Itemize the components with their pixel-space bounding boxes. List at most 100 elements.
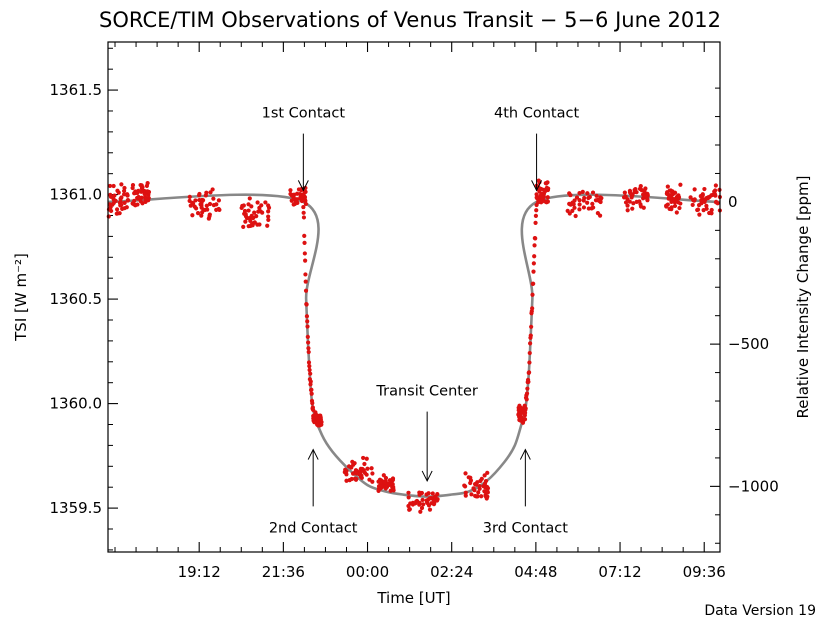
observation-point (266, 209, 271, 214)
observation-point (542, 199, 547, 204)
observation-point (369, 466, 374, 471)
observation-point (319, 422, 324, 427)
observation-point (352, 476, 358, 481)
y-tick-label: 1360.0 (50, 395, 103, 413)
second-contact-arrow-head (307, 448, 319, 460)
observation-point (670, 192, 676, 197)
observation-point (665, 184, 670, 189)
observation-point (379, 483, 384, 488)
observation-point (545, 199, 550, 204)
observation-point (545, 195, 550, 200)
observation-point (118, 203, 123, 208)
observation-point (243, 219, 248, 224)
observation-point (418, 509, 423, 514)
observation-point (207, 201, 213, 207)
observation-point (301, 210, 306, 215)
observation-point (266, 203, 271, 208)
observation-point (303, 272, 308, 277)
observation-point (417, 500, 422, 505)
observation-point (577, 190, 582, 196)
plot-frame (107, 41, 721, 553)
observation-point (309, 387, 314, 392)
observation-point (146, 198, 151, 203)
observation-point (692, 197, 697, 202)
observation-point (248, 218, 253, 224)
observation-point (250, 223, 255, 228)
observation-point (690, 202, 695, 208)
observation-point (532, 254, 537, 259)
observation-point (524, 391, 530, 396)
observation-point (361, 455, 366, 461)
observation-point (293, 200, 299, 205)
observation-point (485, 484, 490, 490)
observation-point (534, 192, 539, 197)
observation-point (485, 488, 490, 493)
observation-point (122, 200, 127, 205)
observation-point (530, 292, 535, 297)
observation-point (477, 484, 482, 489)
observation-point (252, 210, 257, 215)
observation-point (707, 210, 712, 216)
observation-point (645, 197, 650, 202)
observation-point (190, 213, 195, 218)
observation-point (484, 496, 489, 501)
observation-point (570, 208, 575, 213)
observation-point (668, 188, 673, 193)
observation-point (419, 505, 425, 511)
observation-point (573, 213, 578, 219)
observation-point (536, 178, 541, 183)
observation-point (530, 306, 535, 311)
observation-point (528, 341, 533, 346)
observation-point (309, 391, 314, 396)
observation-point (259, 203, 264, 208)
observation-point (527, 360, 532, 365)
observation-point (702, 186, 707, 192)
x-tick-label: 19:12 (178, 563, 221, 581)
observation-point (676, 195, 682, 200)
y2-tick-label: −1000 (728, 477, 779, 495)
observation-point (301, 215, 307, 220)
observation-point (539, 192, 544, 197)
observation-point (288, 188, 293, 193)
y-tick-label: 1361.0 (50, 186, 103, 204)
first-contact-arrow-head (297, 180, 309, 192)
observation-point (413, 501, 418, 506)
observation-point (594, 193, 599, 198)
observation-point (672, 203, 678, 209)
observation-point (306, 349, 311, 355)
observation-point (713, 183, 718, 188)
observation-point (266, 217, 271, 223)
observation-point (367, 477, 372, 482)
observation-point (517, 403, 522, 408)
observation-point (577, 207, 582, 212)
observation-point (678, 182, 683, 187)
observation-point (483, 478, 489, 484)
observation-point (257, 222, 262, 227)
observation-point (255, 200, 260, 205)
observation-point (466, 475, 471, 480)
observation-point (302, 233, 307, 238)
observation-point (119, 195, 124, 200)
observation-point (354, 471, 359, 476)
observation-point (536, 200, 541, 205)
observation-point (473, 493, 478, 499)
observation-point (125, 193, 130, 198)
observation-point (358, 468, 364, 474)
observation-point (378, 480, 384, 485)
observation-point (407, 507, 412, 512)
observation-point (303, 288, 309, 293)
observation-point (544, 185, 549, 190)
observation-point (590, 201, 595, 206)
observation-point (260, 210, 265, 215)
observation-point (198, 202, 203, 207)
observation-point (313, 410, 318, 415)
first-contact-label: 1st Contact (262, 106, 346, 122)
observation-point (124, 205, 129, 210)
observation-point (303, 201, 308, 207)
observation-point (211, 196, 216, 201)
observation-point (199, 213, 204, 218)
observation-point (306, 340, 311, 345)
observation-point (435, 491, 440, 497)
observation-point (305, 324, 310, 329)
